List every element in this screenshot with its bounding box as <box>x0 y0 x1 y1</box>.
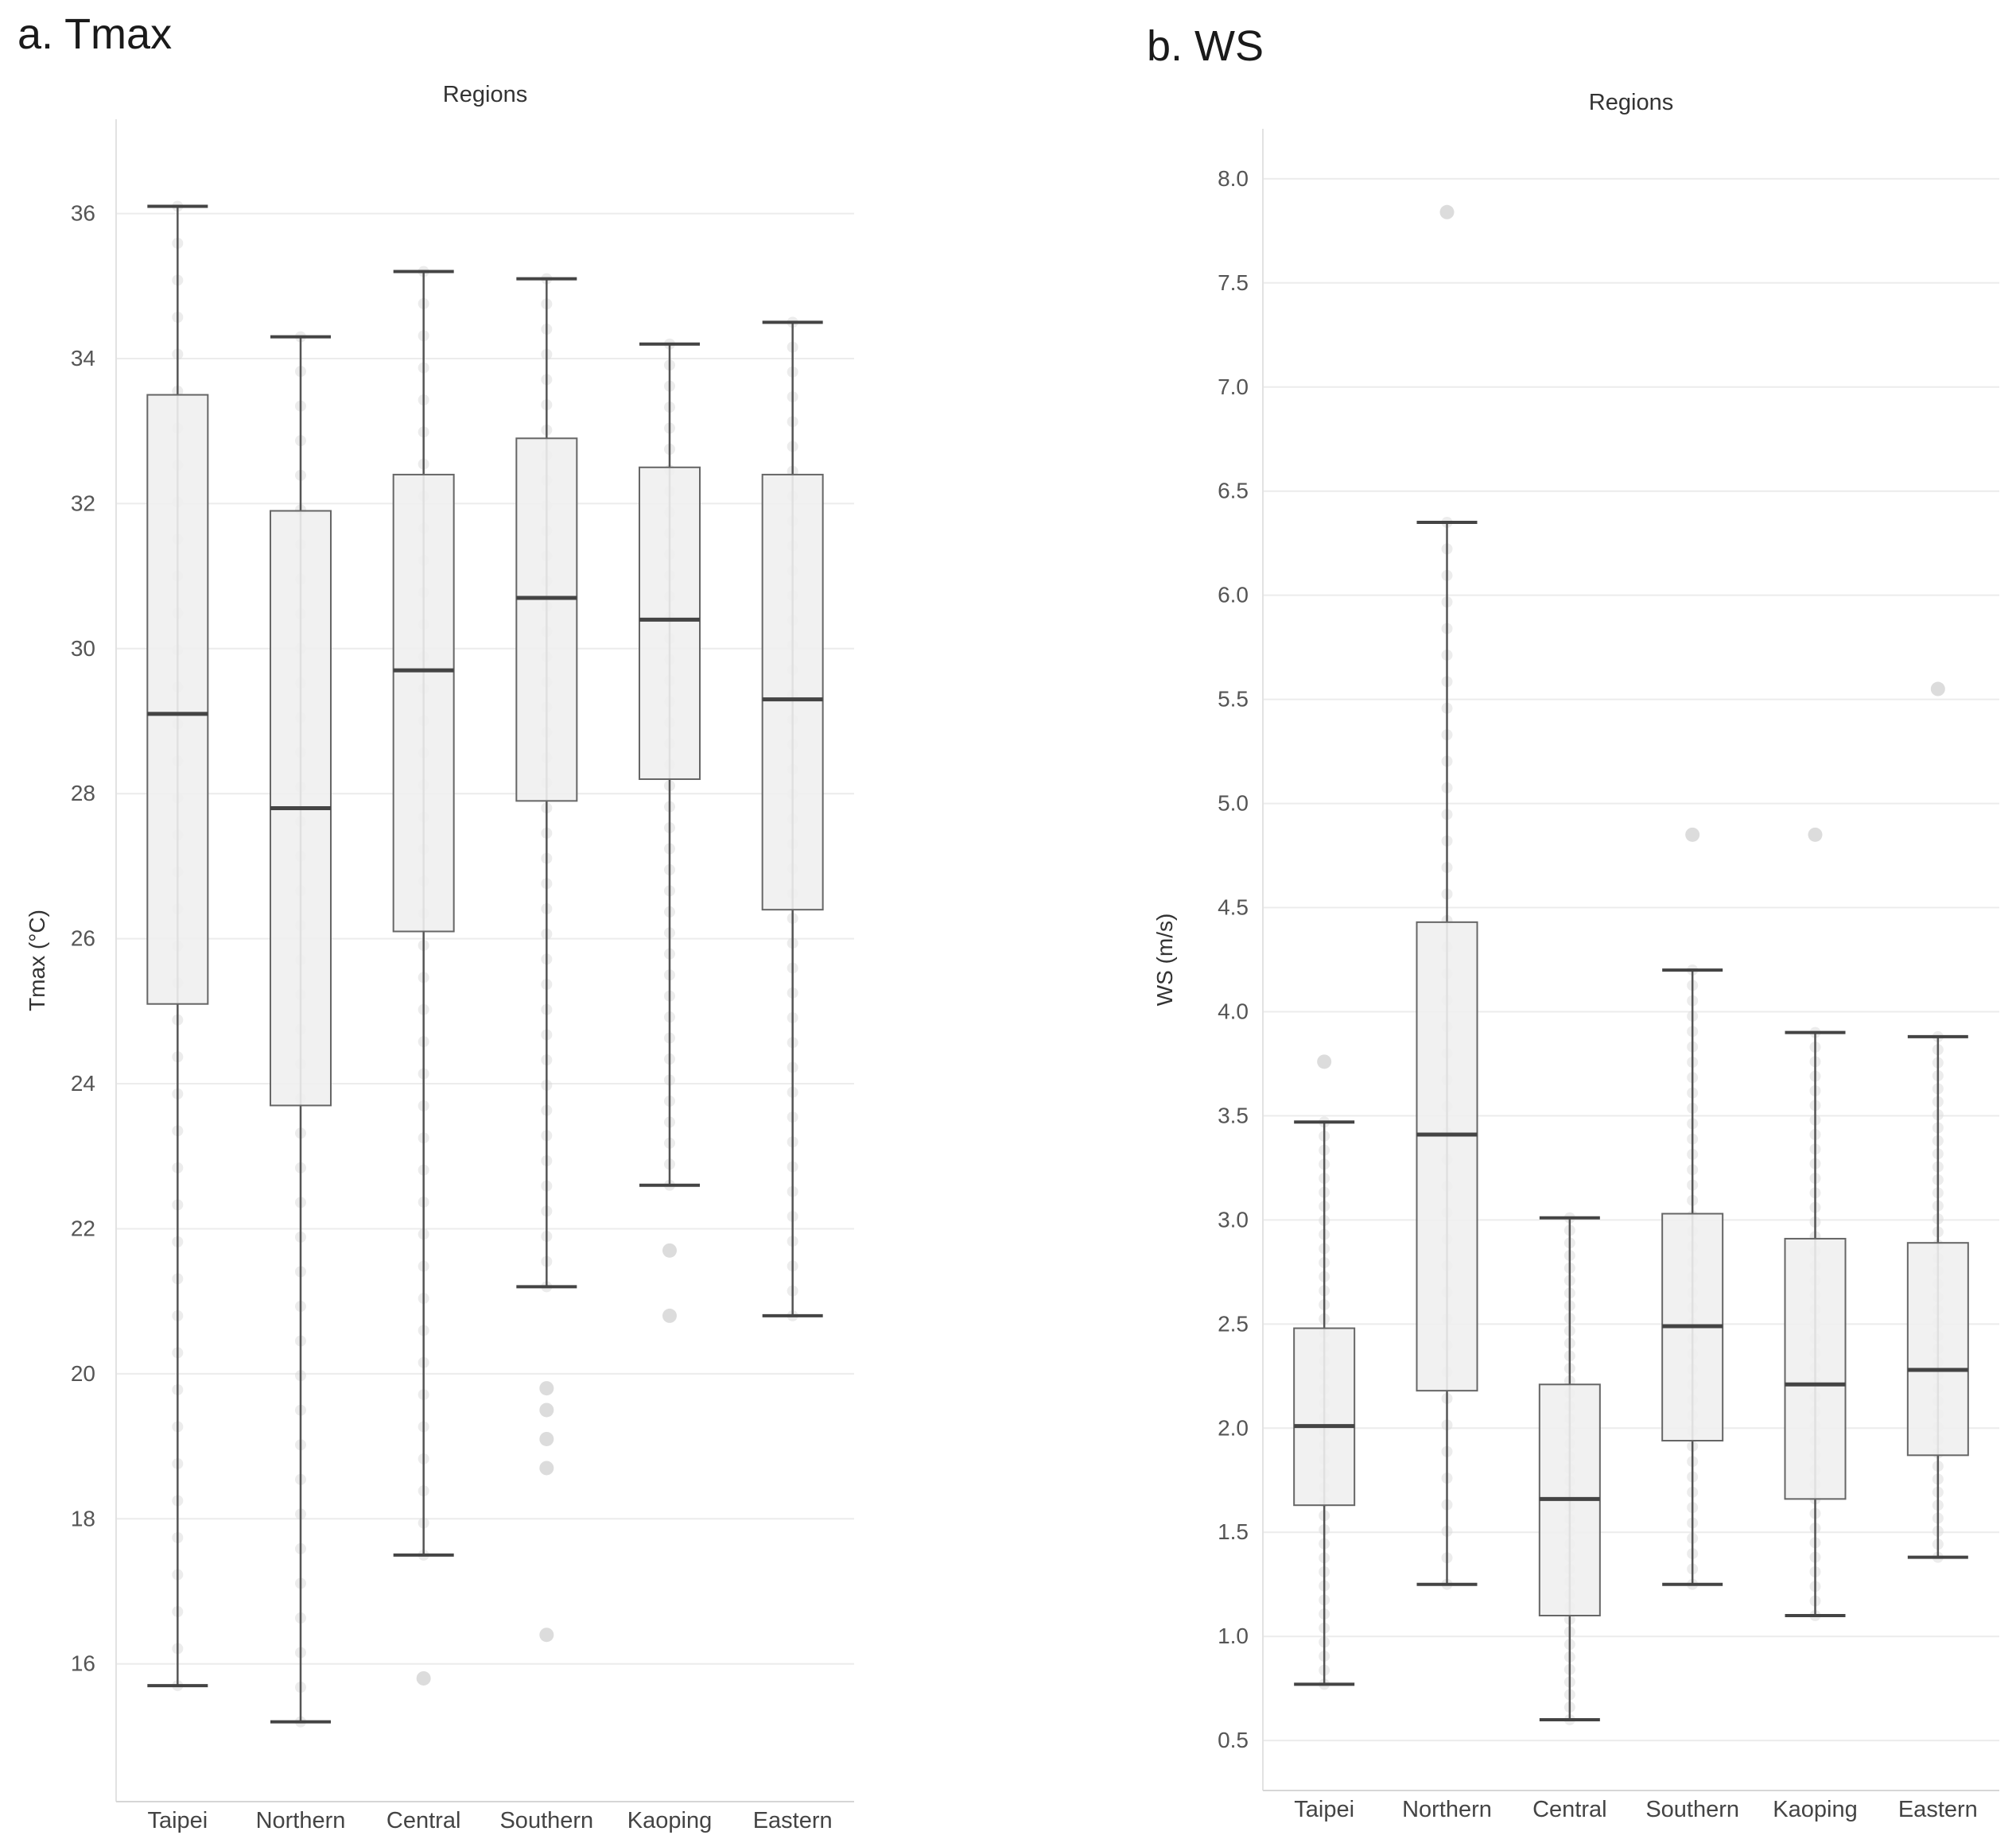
tmax-iqr-box <box>146 394 209 1005</box>
tmax-category-label: Central <box>386 1808 461 1833</box>
tmax-y-tick-label: 28 <box>71 781 95 805</box>
panel-a-label: a. Tmax <box>17 10 173 58</box>
ws-outlier-point <box>1317 1054 1332 1069</box>
ws-y-tick-label: 3.0 <box>1218 1207 1249 1232</box>
panel-b-label: b. WS <box>1147 22 1264 70</box>
ws-y-tick-label: 4.0 <box>1218 999 1249 1023</box>
tmax-box-northern <box>270 331 332 1728</box>
ws-category-label: Northern <box>1402 1797 1492 1822</box>
tmax-y-tick-label: 32 <box>71 491 95 515</box>
ws-y-tick-label: 5.0 <box>1218 791 1249 816</box>
ws-outlier-point <box>1439 204 1455 219</box>
ws-category-label: Eastern <box>1898 1797 1978 1822</box>
ws-outlier-point <box>1808 827 1823 842</box>
tmax-iqr-box <box>639 466 701 780</box>
ws-y-tick-label: 6.0 <box>1218 583 1249 607</box>
ws-category-label: Kaoping <box>1773 1797 1857 1822</box>
ws-box-kaoping <box>1784 827 1847 1621</box>
tmax-y-tick-label: 26 <box>71 926 95 951</box>
tmax-box-eastern <box>761 316 824 1321</box>
ws-box-central <box>1538 1212 1601 1725</box>
ws-iqr-box <box>1293 1327 1356 1507</box>
tmax-outlier-point <box>416 1670 431 1686</box>
tmax-y-tick-label: 36 <box>71 201 95 226</box>
tmax-y-tick-label: 22 <box>71 1216 95 1240</box>
ws-iqr-box <box>1906 1242 1969 1457</box>
tmax-box-southern <box>515 273 578 1643</box>
tmax-iqr-box <box>515 437 578 802</box>
ws-category-label: Taipei <box>1294 1797 1354 1822</box>
ws-y-tick-label: 2.5 <box>1218 1311 1249 1336</box>
tmax-outlier-point <box>539 1431 554 1446</box>
ws-y-tick-label: 2.0 <box>1218 1415 1249 1440</box>
ws-box-eastern <box>1906 681 1969 1563</box>
tmax-outlier-point <box>662 1308 677 1323</box>
tmax-chart-title: Regions <box>443 82 527 107</box>
ws-iqr-box <box>1416 921 1478 1392</box>
ws-outlier-point <box>1685 827 1700 842</box>
tmax-category-label: Taipei <box>147 1808 208 1833</box>
tmax-outlier-point <box>662 1243 677 1258</box>
tmax-outlier-point <box>539 1461 554 1476</box>
tmax-category-label: Southern <box>499 1808 593 1833</box>
tmax-outlier-point <box>539 1628 554 1643</box>
tmax-y-tick-label: 34 <box>71 346 95 371</box>
ws-y-tick-label: 3.5 <box>1218 1103 1249 1127</box>
ws-y-tick-label: 1.5 <box>1218 1519 1249 1544</box>
tmax-y-tick-label: 18 <box>71 1506 95 1531</box>
ws-chart: 0.5 1.0 1.5 2.0 2.5 3.0 3.5 4.0 4.5 5.0 5.5 6.0 6.5 7… <box>1152 90 1999 1822</box>
tmax-chart: 16 18 20 22 24 26 28 30 32 34 36 Regions Tmax (°C) Ta… <box>25 82 854 1833</box>
tmax-category-label: Eastern <box>753 1808 833 1833</box>
tmax-y-tick-label: 20 <box>71 1361 95 1386</box>
tmax-y-tick-label: 24 <box>71 1071 95 1096</box>
ws-category-label: Central <box>1532 1797 1607 1822</box>
tmax-box-kaoping <box>639 338 701 1323</box>
ws-y-axis-label: WS (m/s) <box>1152 914 1177 1007</box>
ws-box-southern <box>1661 827 1724 1590</box>
tmax-box-central <box>392 266 455 1686</box>
tmax-category-label: Kaoping <box>627 1808 712 1833</box>
ws-y-tick-label: 5.5 <box>1218 687 1249 712</box>
ws-iqr-box <box>1784 1237 1847 1500</box>
ws-y-tick-label: 7.0 <box>1218 374 1249 399</box>
tmax-iqr-box <box>761 473 824 911</box>
tmax-y-tick-label: 30 <box>71 636 95 661</box>
ws-chart-title: Regions <box>1589 90 1673 115</box>
tmax-outlier-point <box>539 1381 554 1396</box>
ws-y-tick-label: 6.5 <box>1218 479 1249 503</box>
ws-box-northern <box>1416 204 1478 1590</box>
ws-y-tick-label: 8.0 <box>1218 166 1249 191</box>
ws-y-tick-label: 4.5 <box>1218 895 1249 920</box>
ws-category-label: Southern <box>1645 1797 1739 1822</box>
tmax-outlier-point <box>539 1403 554 1418</box>
ws-box-taipei <box>1293 1054 1356 1690</box>
tmax-box-taipei <box>146 200 209 1692</box>
ws-y-tick-label: 1.0 <box>1218 1624 1249 1648</box>
ws-y-tick-label: 7.5 <box>1218 270 1249 295</box>
ws-outlier-point <box>1930 681 1945 696</box>
tmax-category-label: Northern <box>256 1808 346 1833</box>
tmax-y-axis-label: Tmax (°C) <box>25 910 49 1011</box>
tmax-y-tick-label: 16 <box>71 1651 95 1676</box>
ws-y-tick-label: 0.5 <box>1218 1728 1249 1752</box>
tmax-iqr-box <box>392 473 455 933</box>
